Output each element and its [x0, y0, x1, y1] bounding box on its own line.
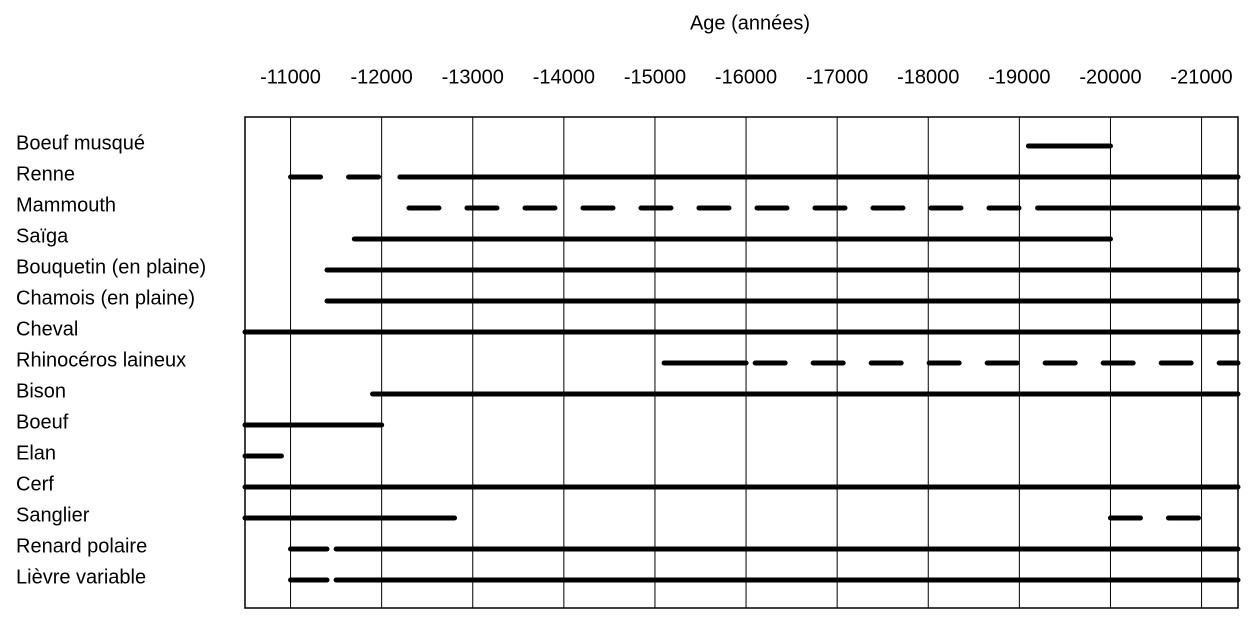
row-label: Sanglier	[16, 504, 90, 526]
row-label: Lièvre variable	[16, 566, 146, 588]
row-label: Chamois (en plaine)	[16, 287, 195, 309]
x-tick-label: -14000	[533, 66, 595, 88]
x-tick-label: -12000	[351, 66, 413, 88]
x-tick-label: -13000	[442, 66, 504, 88]
x-tick-label: -15000	[624, 66, 686, 88]
x-tick-label: -16000	[715, 66, 777, 88]
row-label: Boeuf	[16, 411, 69, 433]
chart-title: Age (années)	[690, 12, 810, 34]
row-label: Saïga	[16, 225, 69, 247]
row-label: Boeuf musqué	[16, 132, 145, 154]
row-label: Renne	[16, 163, 75, 185]
row-label: Elan	[16, 442, 56, 464]
row-label: Mammouth	[16, 194, 116, 216]
x-tick-label: -20000	[1079, 66, 1141, 88]
x-tick-label: -18000	[897, 66, 959, 88]
x-tick-label: -21000	[1170, 66, 1232, 88]
row-label: Renard polaire	[16, 535, 147, 557]
row-label: Bison	[16, 380, 66, 402]
x-tick-label: -11000	[260, 66, 321, 88]
x-tick-label: -19000	[988, 66, 1050, 88]
row-label: Cheval	[16, 318, 78, 340]
x-tick-label: -17000	[806, 66, 868, 88]
row-label: Bouquetin (en plaine)	[16, 256, 206, 278]
row-label: Cerf	[16, 473, 54, 495]
row-label: Rhinocéros laineux	[16, 349, 186, 371]
